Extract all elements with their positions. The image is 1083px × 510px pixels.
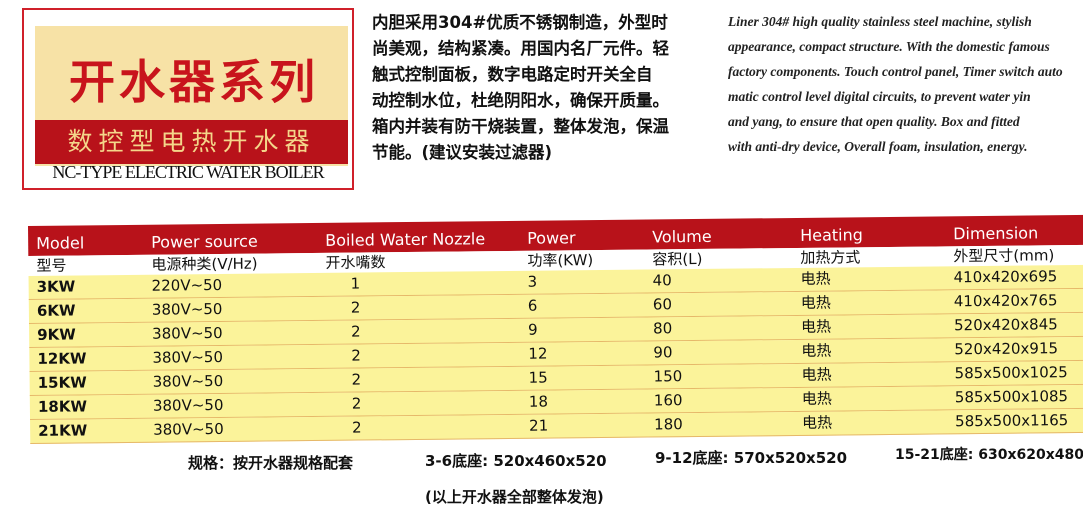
table-cell: 90 [653, 343, 673, 362]
table-cell: 2 [351, 370, 362, 389]
table-cell: 585x500x1165 [955, 411, 1069, 431]
table-cell: 3KW [36, 277, 76, 296]
table-cell: 220V~50 [151, 275, 223, 295]
table-cell: 6 [527, 296, 538, 315]
description-line: 节能。(建议安装过滤器) [372, 143, 553, 162]
table-cell: 15 [528, 368, 548, 387]
series-title: 开水器系列 [69, 55, 319, 109]
spec-table: Model Power source Boiled Water Nozzle Powe… [28, 214, 1083, 444]
table-cell: 电热 [801, 389, 832, 408]
table-cell: 380V~50 [152, 347, 224, 367]
footer-base-9-12: 9-12底座: 570x520x520 [655, 449, 848, 467]
table-cell: 2 [351, 322, 361, 341]
description-line: matic control level digital circuits, to… [728, 89, 1031, 104]
table-cell: 电热 [801, 341, 832, 360]
table-cell: 9 [528, 320, 538, 339]
column-subheader: 功率(KW) [527, 251, 594, 270]
column-subheader: 开水嘴数 [325, 253, 386, 272]
table-cell: 9KW [37, 325, 76, 344]
table-cell: 160 [653, 391, 683, 410]
table-cell: 2 [351, 346, 362, 365]
description-english: Liner 304# high quality stainless steel … [728, 9, 1083, 159]
table-cell: 585x500x1085 [954, 387, 1069, 407]
table-cell: 2 [350, 298, 361, 317]
table-cell: 520x420x845 [953, 315, 1058, 335]
table-cell: 12KW [37, 349, 87, 368]
table-cell: 21 [529, 416, 549, 435]
description-line: factory components. Touch control panel,… [728, 64, 1063, 79]
table-cell: 180 [654, 415, 683, 434]
table-cell: 150 [653, 367, 683, 386]
table-cell: 410x420x765 [953, 291, 1058, 311]
description-line: 内胆采用304#优质不锈钢制造，外型时 [372, 13, 668, 32]
series-subtitle: 数控型电热开水器 [35, 120, 348, 164]
column-subheader: 型号 [36, 256, 67, 275]
table-cell: 380V~50 [153, 419, 224, 439]
table-cell: 电热 [801, 365, 832, 384]
table-cell: 520x420x915 [954, 339, 1059, 359]
footer-base-15-21: 15-21底座: 630x620x480 [895, 447, 1083, 463]
description-chinese: 内胆采用304#优质不锈钢制造，外型时 尚美观，结构紧凑。用国内名厂元件。轻 触式控… [372, 10, 722, 166]
footer-spec: 规格：按开水器规格配套 [188, 454, 354, 472]
table-cell: 380V~50 [152, 371, 224, 391]
table-cell: 18KW [37, 397, 88, 416]
description-line: Liner 304# high quality stainless steel … [728, 14, 1032, 29]
column-subheader: 外型尺寸(mm) [953, 246, 1055, 266]
description-line: and yang, to ensure that open quality. B… [728, 114, 1020, 129]
column-subheader: 电源种类(V/Hz) [151, 254, 258, 274]
description-line: 箱内并装有防干烧装置，整体发泡，保温 [372, 117, 669, 136]
description-line: 动控制水位，杜绝阴阳水，确保开质量。 [372, 91, 669, 110]
table-cell: 410x420x695 [953, 267, 1058, 287]
table-cell: 电热 [802, 413, 833, 432]
column-subheader: 加热方式 [800, 248, 861, 267]
footer-note: (以上开水器全部整体发泡) [425, 488, 604, 506]
footer-base-3-6: 3-6底座: 520x460x520 [425, 452, 607, 470]
table-cell: 21KW [38, 421, 88, 440]
description-line: 尚美观，结构紧凑。用国内名厂元件。轻 [372, 39, 669, 58]
column-subheader: 容积(L) [652, 249, 703, 269]
table-cell: 电热 [801, 317, 832, 336]
table-cell: 1 [350, 274, 361, 293]
description-line: 触式控制面板，数字电路定时开关全自 [372, 65, 653, 84]
series-english-title: NC-TYPE ELECTRIC WATER BOILER [52, 162, 324, 182]
table-cell: 2 [352, 418, 362, 437]
table-cell: 380V~50 [151, 299, 223, 319]
table-cell: 电热 [800, 293, 831, 312]
description-line: with anti-dry device, Overall foam, insu… [728, 139, 1028, 154]
series-logo: 开水器系列 数控型电热开水器 NC-TYPE ELECTRIC WATER BO… [22, 8, 354, 190]
table-cell: 380V~50 [152, 323, 223, 343]
table-cell: 60 [652, 295, 673, 314]
table-cell: 80 [653, 319, 673, 338]
table-cell: 12 [528, 344, 548, 363]
table-cell: 15KW [37, 373, 87, 392]
table-cell: 3 [527, 272, 538, 291]
description-line: appearance, compact structure. With the … [728, 39, 1050, 54]
table-cell: 18 [528, 392, 549, 411]
table-cell: 40 [652, 271, 672, 290]
table-cell: 2 [351, 394, 362, 413]
table-cell: 585x500x1025 [954, 363, 1068, 383]
table-cell: 380V~50 [152, 395, 224, 415]
table-cell: 6KW [36, 301, 76, 320]
table-cell: 电热 [800, 269, 831, 288]
